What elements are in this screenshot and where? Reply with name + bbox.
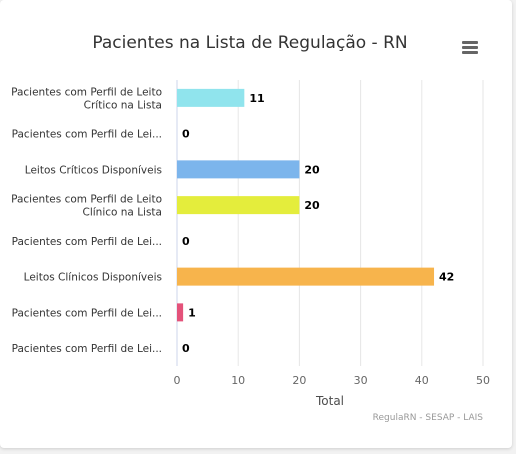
- x-axis-title: Total: [315, 394, 344, 408]
- category-label: Pacientes com Perfil de Lei...: [12, 307, 162, 319]
- data-label: 0: [182, 342, 190, 355]
- category-label-line: Pacientes com Perfil de Lei...: [12, 307, 162, 319]
- category-label: Leitos Clínicos Disponíveis: [24, 272, 162, 284]
- x-tick-label: 30: [354, 374, 368, 387]
- x-tick-label: 50: [476, 374, 490, 387]
- data-label: 11: [249, 92, 264, 105]
- category-label: Leitos Críticos Disponíveis: [25, 164, 162, 176]
- category-label: Pacientes com Perfil de Leito Clínico na …: [11, 194, 162, 219]
- bar[interactable]: [177, 160, 300, 179]
- credits-text[interactable]: RegulaRN - SESAP - LAIS: [373, 413, 484, 423]
- hamburger-menu-icon[interactable]: [460, 40, 480, 56]
- x-tick-label: 20: [292, 374, 306, 387]
- chart-card: Pacientes na Lista de Regulação - RN 11 P…: [0, 0, 512, 448]
- data-label: 20: [304, 199, 320, 212]
- category-label-line: Pacientes com Perfil de Lei...: [12, 343, 162, 355]
- data-label: 42: [439, 271, 454, 284]
- category-label-line: Crítico na Lista: [84, 99, 162, 111]
- data-label: 20: [304, 163, 320, 176]
- bar[interactable]: [177, 88, 245, 107]
- x-tick-label: 40: [415, 374, 429, 387]
- x-tick-label: 0: [174, 374, 181, 387]
- data-label: 0: [182, 128, 190, 141]
- bar[interactable]: [177, 267, 435, 286]
- chart-title: Pacientes na Lista de Regulação - RN: [92, 33, 408, 53]
- bar[interactable]: [177, 196, 300, 215]
- data-label: 0: [182, 235, 190, 248]
- category-label-line: Clínico na Lista: [83, 207, 163, 219]
- category-label-line: Pacientes com Perfil de Lei...: [12, 236, 162, 248]
- category-label-line: Leitos Clínicos Disponíveis: [24, 272, 162, 284]
- category-label-line: Pacientes com Perfil de Leito: [11, 194, 162, 206]
- x-tick-label: 10: [231, 374, 245, 387]
- category-label: Pacientes com Perfil de Lei...: [12, 129, 162, 141]
- data-label: 1: [188, 306, 196, 319]
- category-label-line: Pacientes com Perfil de Leito: [11, 86, 162, 98]
- bar[interactable]: [177, 303, 184, 322]
- category-label: Pacientes com Perfil de Lei...: [12, 236, 162, 248]
- category-label: Pacientes com Perfil de Leito Crítico na …: [11, 86, 162, 111]
- category-label-line: Leitos Críticos Disponíveis: [25, 164, 162, 176]
- category-label-line: Pacientes com Perfil de Lei...: [12, 129, 162, 141]
- category-label: Pacientes com Perfil de Lei...: [12, 343, 162, 355]
